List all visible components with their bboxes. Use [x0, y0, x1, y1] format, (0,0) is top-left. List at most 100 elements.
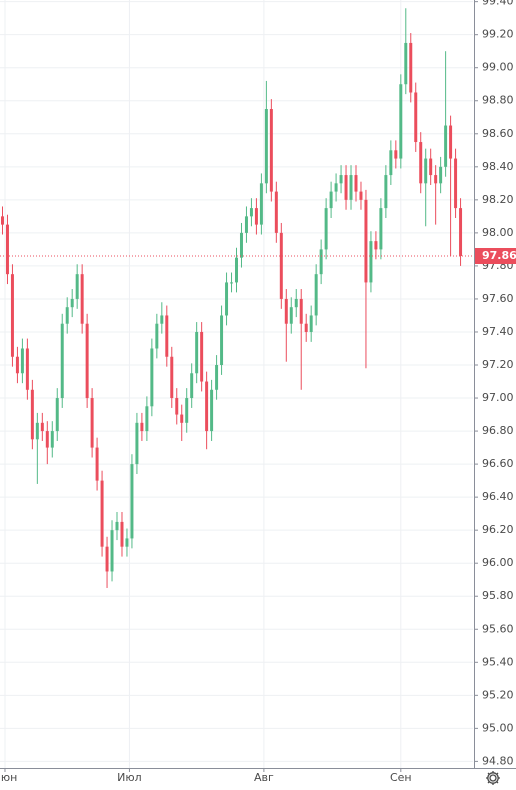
candle-body	[15, 356, 19, 374]
last-price-label: 97.86	[482, 249, 516, 262]
candle-body	[279, 232, 283, 299]
candle-body	[354, 175, 358, 192]
y-tick-label: 95.20	[482, 688, 514, 701]
candle-body	[20, 348, 24, 374]
candle-body	[324, 208, 328, 250]
settings-icon[interactable]	[486, 771, 500, 785]
x-tick-label: Июн	[0, 771, 17, 784]
candle-body	[259, 183, 263, 225]
y-tick-label: 98.60	[482, 127, 514, 140]
gear-center	[489, 774, 497, 782]
candle-body	[424, 158, 428, 184]
candle-body	[5, 224, 9, 275]
candle-body	[10, 274, 14, 357]
candle-body	[444, 125, 448, 167]
candle-body	[60, 323, 64, 399]
candle-body	[185, 398, 189, 423]
candle-body	[364, 199, 368, 283]
candle-body	[150, 348, 154, 407]
candle-body	[249, 208, 253, 217]
x-tick-label: Авг	[254, 771, 274, 784]
candle-body	[215, 365, 219, 390]
candle-body	[399, 84, 403, 159]
y-tick-label: 98.20	[482, 193, 514, 206]
y-tick-label: 99.00	[482, 61, 514, 74]
candle-body	[165, 315, 169, 357]
y-tick-label: 98.80	[482, 94, 514, 107]
candle-body	[175, 398, 179, 415]
x-tick-label: Сен	[390, 771, 412, 784]
candle-body	[334, 183, 338, 192]
candle-body	[434, 175, 438, 184]
candle-body	[394, 150, 398, 159]
candle-body	[299, 298, 303, 324]
candle-body	[379, 208, 383, 250]
y-tick-label: 99.20	[482, 28, 514, 41]
y-tick-label: 97.00	[482, 391, 514, 404]
candle-body	[239, 232, 243, 258]
candle-body	[0, 216, 4, 225]
y-tick-label: 97.20	[482, 358, 514, 371]
x-tick-label: Июл	[117, 771, 142, 784]
candle-body	[125, 538, 129, 547]
candle-body	[389, 150, 393, 176]
candle-body	[25, 348, 29, 390]
candle-body	[409, 42, 413, 93]
candle-body	[329, 191, 333, 209]
candle-body	[45, 431, 49, 448]
candle-body	[170, 356, 174, 399]
candle-body	[225, 282, 229, 316]
y-tick-label: 96.80	[482, 424, 514, 437]
y-tick-label: 95.40	[482, 655, 514, 668]
candle-body	[135, 422, 139, 465]
candle-body	[30, 389, 34, 440]
candle-body	[419, 142, 423, 184]
candle-body	[220, 315, 224, 366]
gear-ring	[487, 772, 499, 784]
y-tick-label: 94.80	[482, 754, 514, 767]
candle-body	[254, 208, 258, 225]
candle-body	[85, 323, 89, 399]
candle-body	[374, 241, 378, 250]
candle-body	[274, 191, 278, 233]
candle-body	[35, 422, 39, 440]
candle-body	[449, 125, 453, 159]
candle-body	[200, 331, 204, 382]
candle-body	[359, 191, 363, 200]
candle-body	[180, 414, 184, 423]
candle-body	[120, 521, 124, 547]
last-price-box	[475, 248, 516, 264]
candle-body	[50, 431, 54, 448]
candle-body	[160, 315, 164, 324]
candle-body	[349, 175, 353, 200]
candle-body	[195, 331, 199, 374]
candle-body	[95, 447, 99, 481]
y-tick-label: 95.80	[482, 589, 514, 602]
candle-body	[264, 109, 268, 184]
grid	[0, 0, 473, 768]
y-tick-label: 99.40	[482, 0, 514, 8]
candle-body	[65, 307, 69, 324]
y-tick-label: 98.00	[482, 226, 514, 239]
gear-teeth	[486, 771, 500, 785]
candle-body	[439, 166, 443, 184]
candle-body	[80, 274, 84, 324]
candle-body	[289, 307, 293, 324]
candle-body	[70, 298, 74, 308]
candle-body	[304, 323, 308, 332]
y-tick-label: 96.40	[482, 490, 514, 503]
candle-body	[429, 158, 433, 176]
candle-body	[130, 464, 134, 539]
candle-body	[309, 315, 313, 332]
candle-body	[115, 521, 119, 531]
candle-body	[384, 175, 388, 209]
candle-body	[105, 546, 109, 572]
candle-body	[454, 158, 458, 209]
y-tick-label: 95.60	[482, 622, 514, 635]
candle-body	[205, 381, 209, 432]
candle-body	[190, 373, 194, 399]
candle-body	[155, 323, 159, 349]
